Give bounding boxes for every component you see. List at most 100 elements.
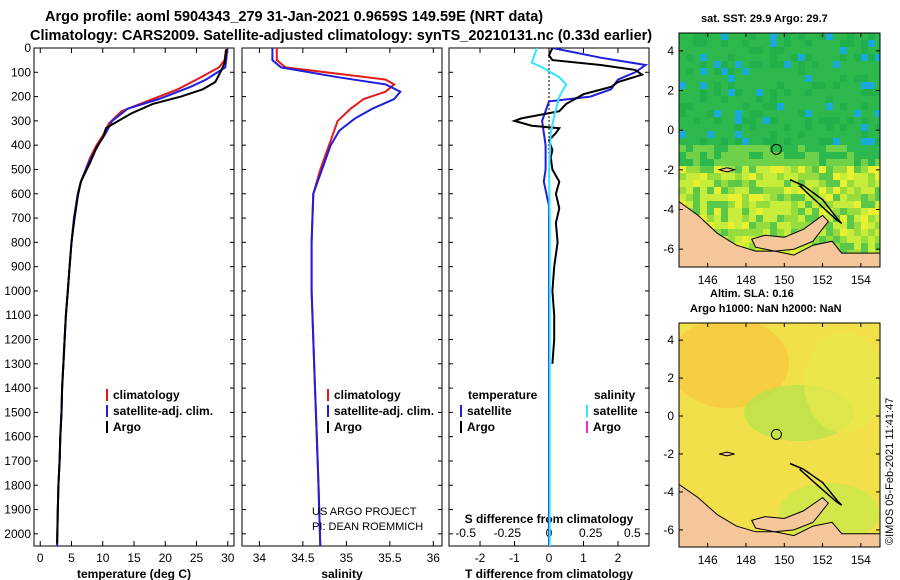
sst-cell — [854, 117, 861, 124]
sst-cell — [868, 33, 875, 40]
temperature-series — [56, 49, 229, 546]
sst-cell — [686, 152, 693, 159]
sst-cell — [770, 89, 777, 96]
island-new-britain — [750, 214, 829, 252]
x-tick-label: 30 — [221, 551, 235, 565]
sst-cell — [742, 208, 749, 215]
sst-cell — [875, 103, 880, 110]
lat-tick-label: 4 — [667, 44, 674, 58]
sst-cell — [854, 110, 861, 117]
sst-cell — [742, 173, 749, 180]
lat-tick-label: 0 — [667, 123, 674, 137]
sst-cell — [840, 152, 847, 159]
salinity-x-axis-label: salinity — [321, 567, 363, 580]
sst-cell — [777, 103, 784, 110]
sst-cell — [763, 33, 770, 40]
sst-cell — [812, 33, 819, 40]
sst-cell — [819, 89, 826, 96]
sst-cell — [693, 201, 700, 208]
sst-cell — [826, 61, 833, 68]
sst-cell — [714, 138, 721, 145]
sst-cell — [812, 201, 819, 208]
sst-cell — [791, 33, 798, 40]
x-tick-label: 34 — [253, 551, 267, 565]
sst-cell — [735, 40, 742, 47]
sst-cell — [763, 40, 770, 47]
sst-cell — [777, 131, 784, 138]
sst-cell — [770, 103, 777, 110]
difference-series — [511, 48, 649, 546]
sst-cell — [693, 33, 700, 40]
sst-cell — [679, 68, 686, 75]
sst-cell — [756, 117, 763, 124]
sst-cell — [833, 138, 840, 145]
sst-cell — [693, 40, 700, 47]
sst-cell — [819, 194, 826, 201]
sst-cell — [700, 40, 707, 47]
figure-title-line2: Climatology: CARS2009. Satellite-adjuste… — [30, 28, 652, 44]
sst-cell — [798, 117, 805, 124]
sst-cell — [728, 180, 735, 187]
sst-cell — [861, 124, 868, 131]
sst-cell — [868, 201, 875, 208]
sst-cell — [721, 47, 728, 54]
sst-cell — [791, 103, 798, 110]
sst-cell — [791, 152, 798, 159]
sst-cell — [798, 124, 805, 131]
sst-cell — [861, 194, 868, 201]
sst-cell — [770, 138, 777, 145]
sst-cell — [763, 61, 770, 68]
sst-cell — [826, 194, 833, 201]
sst-cell — [777, 110, 784, 117]
sst-cell — [812, 96, 819, 103]
sst-cell — [721, 82, 728, 89]
sst-cell — [714, 145, 721, 152]
sst-cell — [728, 215, 735, 222]
sst-cell — [763, 194, 770, 201]
sst-cell — [833, 54, 840, 61]
sst-cell — [791, 215, 798, 222]
sst-cell — [679, 40, 686, 47]
sst-cell — [791, 173, 798, 180]
sst-cell — [812, 138, 819, 145]
lat-tick-label: -6 — [663, 242, 674, 256]
sst-cell — [875, 33, 880, 40]
sst-cell — [784, 61, 791, 68]
sst-cell — [742, 138, 749, 145]
sst-cell — [721, 152, 728, 159]
sst-cell — [812, 61, 819, 68]
sst-cell — [875, 61, 880, 68]
depth-tick-label: 100 — [11, 65, 31, 79]
sst-cell — [840, 166, 847, 173]
x-tick-label: 25 — [190, 551, 204, 565]
sst-cell — [693, 110, 700, 117]
legend-satellite-adj: satellite-adj. clim. — [113, 404, 213, 418]
temperature-legend: climatology satellite-adj. clim. Argo — [106, 388, 213, 434]
sst-cell — [868, 131, 875, 138]
sst-cell — [721, 131, 728, 138]
sst-cell — [826, 159, 833, 166]
sst-cell — [840, 33, 847, 40]
sst-cell — [784, 201, 791, 208]
sst-cell — [875, 75, 880, 82]
sst-cell — [763, 89, 770, 96]
sst-cell — [777, 75, 784, 82]
sst-cell — [784, 215, 791, 222]
sst-cell — [679, 145, 686, 152]
sst-cell — [798, 131, 805, 138]
sst-cell — [742, 89, 749, 96]
sst-cell — [686, 117, 693, 124]
sst-cell — [840, 124, 847, 131]
sst-cell — [840, 47, 847, 54]
sst-cell — [686, 47, 693, 54]
sst-cell — [714, 201, 721, 208]
sst-cell — [875, 89, 880, 96]
sst-cell — [742, 61, 749, 68]
sst-cell — [861, 96, 868, 103]
sst-cell — [784, 124, 791, 131]
sst-cell — [784, 145, 791, 152]
sst-cell — [861, 82, 868, 89]
sst-cell — [693, 187, 700, 194]
sst-cell — [868, 166, 875, 173]
sst-cell — [819, 166, 826, 173]
